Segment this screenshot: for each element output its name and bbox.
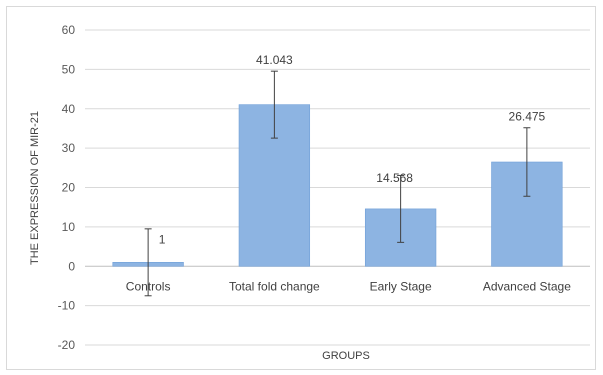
y-tick-label: 40 bbox=[62, 102, 76, 116]
error-bar bbox=[270, 70, 278, 139]
error-bars bbox=[144, 70, 531, 297]
category-labels: Controls Total fold change Early Stage Adva… bbox=[126, 279, 571, 293]
data-label: 41.043 bbox=[256, 53, 293, 67]
category-label: Early Stage bbox=[370, 279, 432, 293]
y-tick-label: 60 bbox=[62, 23, 76, 37]
error-bar bbox=[144, 228, 152, 297]
data-label: 26.475 bbox=[509, 110, 546, 124]
y-axis-title: THE EXPRESSION OF MIR-21 bbox=[29, 111, 41, 265]
y-tick-labels: 60 50 40 30 20 10 0 -10 -20 bbox=[58, 23, 76, 352]
y-tick-label: -10 bbox=[58, 299, 76, 313]
data-label: 1 bbox=[159, 232, 166, 246]
y-tick-label: 0 bbox=[68, 259, 75, 273]
y-tick-label: 30 bbox=[62, 141, 76, 155]
y-tick-label: -20 bbox=[58, 338, 76, 352]
y-tick-label: 20 bbox=[62, 181, 76, 195]
bars bbox=[112, 104, 563, 267]
y-tick-label: 10 bbox=[62, 220, 76, 234]
x-axis-title: GROUPS bbox=[322, 350, 370, 362]
data-labels: 1 41.043 14.568 26.475 bbox=[159, 53, 546, 246]
y-tick-label: 50 bbox=[62, 62, 76, 76]
error-bar bbox=[523, 127, 531, 197]
category-label: Total fold change bbox=[229, 279, 320, 293]
data-label: 14.568 bbox=[376, 171, 413, 185]
error-bar bbox=[397, 174, 405, 243]
category-label: Controls bbox=[126, 279, 171, 293]
category-label: Advanced Stage bbox=[483, 279, 571, 293]
